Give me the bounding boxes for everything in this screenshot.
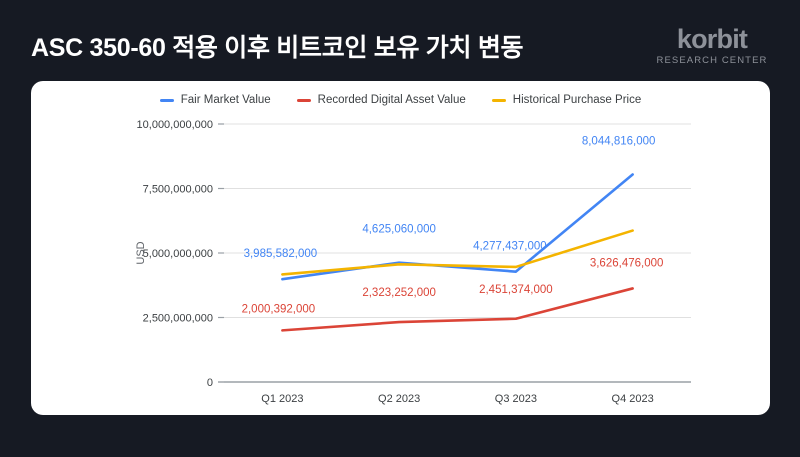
line-chart-svg: 0 2,500,000,000 5,000,000,000 7,500,000,000… xyxy=(135,119,691,405)
y-axis-title: USD xyxy=(135,241,147,264)
page-title: ASC 350-60 적용 이후 비트코인 보유 가치 변동 xyxy=(31,34,524,62)
point-value-label: 2,451,374,000 xyxy=(479,284,553,296)
chart-gridlines xyxy=(218,123,691,383)
legend-item-0[interactable]: Fair Market Value xyxy=(159,94,271,106)
point-value-label: 4,625,060,000 xyxy=(362,224,436,236)
chart-point-labels: 3,985,582,000 4,625,060,000 4,277,437,000 8… xyxy=(242,135,664,315)
chart-series-lines xyxy=(281,173,634,332)
legend-swatch-icon xyxy=(491,98,506,102)
point-value-label: 3,985,582,000 xyxy=(244,248,318,260)
legend-label: Recorded Digital Asset Value xyxy=(317,94,466,106)
legend-label: Historical Purchase Price xyxy=(512,94,642,106)
brand-logo: korbit RESEARCH CENTER xyxy=(652,24,772,67)
y-axis-tick-label: 2,500,000,000 xyxy=(143,313,213,325)
point-value-label: 2,323,252,000 xyxy=(362,287,436,299)
point-value-label: 8,044,816,000 xyxy=(582,135,656,147)
chart-card: Fair Market Value Recorded Digital Asset … xyxy=(31,81,770,415)
point-value-label: 4,277,437,000 xyxy=(473,241,547,253)
legend-swatch-icon xyxy=(159,98,174,102)
y-axis-tick-labels: 0 2,500,000,000 5,000,000,000 7,500,000,000… xyxy=(137,119,213,389)
brand-subtitle: RESEARCH CENTER xyxy=(656,55,768,66)
y-axis-tick-label: 5,000,000,000 xyxy=(143,248,213,260)
series-line-0[interactable] xyxy=(281,173,634,281)
y-axis-tick-label: 10,000,000,000 xyxy=(137,119,213,131)
x-axis-tick-label: Q4 2023 xyxy=(612,393,654,405)
legend-item-1[interactable]: Recorded Digital Asset Value xyxy=(296,94,466,106)
y-axis-tick-label: 0 xyxy=(207,377,213,389)
point-value-label: 2,000,392,000 xyxy=(242,303,316,315)
point-value-label: 3,626,476,000 xyxy=(590,257,664,269)
x-axis-tick-labels: Q1 2023 Q2 2023 Q3 2023 Q4 2023 xyxy=(261,393,653,405)
chart-legend: Fair Market Value Recorded Digital Asset … xyxy=(31,94,770,106)
legend-label: Fair Market Value xyxy=(180,94,271,106)
legend-item-2[interactable]: Historical Purchase Price xyxy=(491,94,642,106)
brand-name: korbit xyxy=(676,24,748,54)
y-axis-tick-label: 7,500,000,000 xyxy=(143,184,213,196)
series-line-1[interactable] xyxy=(281,287,634,332)
chart-plot-area: 0 2,500,000,000 5,000,000,000 7,500,000,000… xyxy=(31,81,770,415)
legend-swatch-icon xyxy=(296,98,311,102)
series-line-2[interactable] xyxy=(281,229,634,276)
x-axis-tick-label: Q2 2023 xyxy=(378,393,420,405)
x-axis-tick-label: Q3 2023 xyxy=(495,393,537,405)
x-axis-tick-label: Q1 2023 xyxy=(261,393,303,405)
page-header: ASC 350-60 적용 이후 비트코인 보유 가치 변동 korbit RE… xyxy=(0,0,800,81)
